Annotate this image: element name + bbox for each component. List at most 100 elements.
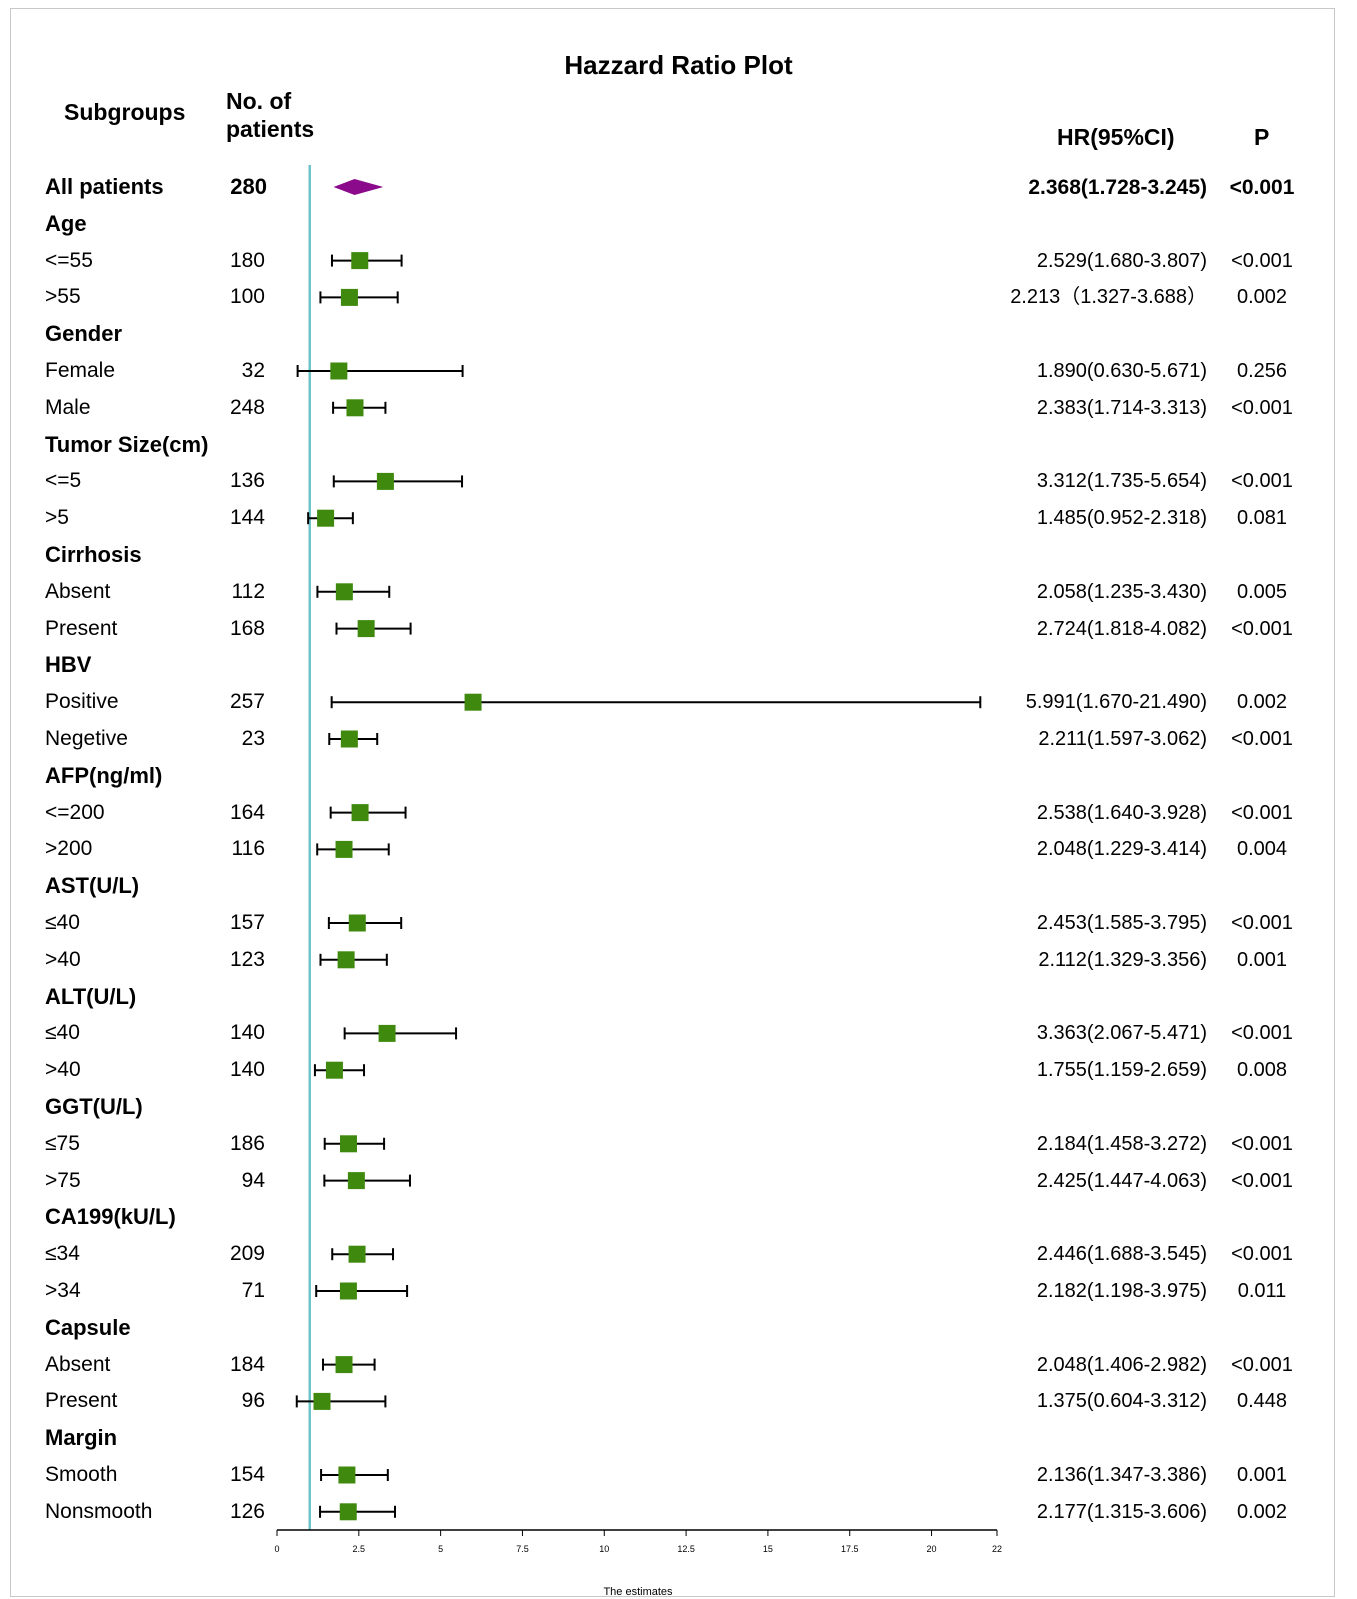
hr-ci-value: 2.383(1.714-3.313) bbox=[1036, 396, 1207, 419]
patient-count: 154 bbox=[229, 1463, 265, 1486]
patient-count: 126 bbox=[229, 1499, 265, 1523]
x-tick-label: 5 bbox=[438, 1544, 443, 1554]
subgroup-header: HBV bbox=[45, 652, 92, 678]
p-value: 0.002 bbox=[1236, 1500, 1288, 1523]
subgroup-label: ≤40 bbox=[45, 1021, 80, 1045]
p-value: 0.081 bbox=[1236, 507, 1288, 530]
hr-point-box bbox=[464, 693, 482, 711]
p-value: 0.011 bbox=[1237, 1280, 1287, 1302]
hr-ci-value: 2.446(1.688-3.545) bbox=[1036, 1243, 1207, 1266]
subgroup-label: Smooth bbox=[45, 1463, 118, 1486]
hr-ci-value: 2.453(1.585-3.795) bbox=[1036, 912, 1207, 934]
hr-ci-value: 2.048(1.406-2.982) bbox=[1036, 1353, 1207, 1376]
p-value: 0.001 bbox=[1236, 1464, 1288, 1486]
hr-point-box bbox=[340, 730, 358, 748]
p-value: <0.001 bbox=[1231, 912, 1293, 934]
patient-count: 71 bbox=[241, 1279, 265, 1302]
hr-point-box bbox=[340, 288, 358, 306]
patient-count: 184 bbox=[229, 1352, 265, 1376]
subgroup-label: Present bbox=[45, 616, 118, 640]
hr-point-box bbox=[313, 1392, 331, 1410]
subgroup-label: Male bbox=[45, 395, 91, 419]
p-value: 0.005 bbox=[1236, 580, 1288, 603]
hr-point-box bbox=[348, 1245, 366, 1263]
subgroup-header: Capsule bbox=[45, 1314, 131, 1340]
x-tick-label: 0 bbox=[274, 1544, 279, 1554]
patient-count: 280 bbox=[230, 174, 267, 199]
x-tick-label: 20 bbox=[927, 1544, 937, 1554]
hr-point-box bbox=[357, 620, 375, 638]
chart-title: Hazzard Ratio Plot bbox=[564, 50, 793, 80]
hr-ci-value: 5.991(1.670-21.490) bbox=[1025, 691, 1207, 714]
p-value: <0.001 bbox=[1231, 1353, 1293, 1376]
patient-count: 164 bbox=[229, 800, 265, 824]
hr-ci-value: 2.368(1.728-3.245) bbox=[1028, 176, 1207, 199]
hr-point-box bbox=[348, 914, 366, 932]
p-value: <0.001 bbox=[1231, 728, 1293, 750]
x-tick-label: 10 bbox=[599, 1544, 609, 1554]
patient-count: 144 bbox=[229, 506, 265, 530]
x-tick-label: 2.5 bbox=[353, 1544, 366, 1554]
p-value: 0.001 bbox=[1236, 948, 1288, 971]
p-value: <0.001 bbox=[1231, 470, 1293, 493]
subgroup-label: Positive bbox=[45, 690, 119, 714]
subgroup-header: Gender bbox=[45, 321, 123, 347]
hr-point-box bbox=[339, 1135, 357, 1153]
hr-point-box bbox=[351, 804, 369, 822]
hr-ci-value: 1.375(0.604-3.312) bbox=[1036, 1390, 1207, 1413]
x-tick-label: 12.5 bbox=[677, 1544, 695, 1554]
hr-point-box bbox=[330, 362, 348, 380]
subgroup-header: AST(U/L) bbox=[45, 873, 140, 899]
patient-count: 94 bbox=[241, 1168, 265, 1192]
hr-ci-header: HR(95%CI) bbox=[1057, 124, 1175, 150]
x-tick-label: 22 bbox=[992, 1544, 1002, 1554]
overall-label: All patients bbox=[45, 174, 164, 199]
x-tick-label: 17.5 bbox=[841, 1544, 859, 1554]
patient-count: 209 bbox=[229, 1242, 265, 1266]
hr-ci-value: 2.177(1.315-3.606) bbox=[1036, 1500, 1207, 1523]
overall-diamond bbox=[333, 179, 384, 195]
p-value: <0.001 bbox=[1231, 1022, 1293, 1045]
patient-count: 157 bbox=[229, 911, 265, 934]
hr-ci-value: 2.182(1.198-3.975) bbox=[1036, 1280, 1207, 1302]
patient-count: 140 bbox=[229, 1021, 265, 1045]
hr-point-box bbox=[335, 840, 353, 858]
patient-count: 180 bbox=[229, 248, 265, 272]
hr-point-box bbox=[317, 509, 335, 527]
subgroup-label: >40 bbox=[45, 1058, 81, 1082]
p-value: <0.001 bbox=[1231, 617, 1293, 640]
hr-point-box bbox=[338, 1466, 356, 1484]
hr-point-box bbox=[378, 1024, 396, 1042]
patient-count: 257 bbox=[229, 690, 265, 714]
hr-point-box bbox=[346, 399, 364, 417]
x-axis-title: The estimates bbox=[603, 1586, 673, 1598]
p-value: 0.008 bbox=[1236, 1059, 1288, 1082]
p-value: <0.001 bbox=[1231, 801, 1293, 824]
hr-point-box bbox=[376, 472, 394, 490]
p-value: <0.001 bbox=[1231, 1243, 1293, 1266]
patient-count: 100 bbox=[229, 285, 265, 309]
x-tick-label: 7.5 bbox=[516, 1544, 529, 1554]
hr-ci-value: 2.425(1.447-4.063) bbox=[1036, 1169, 1207, 1192]
hr-ci-value: 2.058(1.235-3.430) bbox=[1036, 580, 1207, 603]
subgroup-label: >200 bbox=[45, 837, 93, 861]
patient-count: 248 bbox=[229, 395, 265, 419]
p-value: 0.002 bbox=[1236, 691, 1288, 714]
patient-count: 186 bbox=[229, 1131, 265, 1155]
subgroup-header: Age bbox=[45, 210, 87, 236]
hr-ci-value: 1.485(0.952-2.318) bbox=[1036, 507, 1207, 530]
p-value: <0.001 bbox=[1229, 176, 1295, 199]
subgroup-label: ≤40 bbox=[45, 911, 80, 934]
p-value: 0.002 bbox=[1236, 286, 1288, 309]
subgroup-label: Present bbox=[45, 1389, 118, 1413]
hr-ci-value: 2.184(1.458-3.272) bbox=[1036, 1132, 1207, 1155]
patients-header-line1: No. of bbox=[226, 88, 292, 114]
figure-frame bbox=[10, 8, 1335, 1597]
subgroup-label: >34 bbox=[45, 1279, 81, 1302]
subgroup-label: ≤34 bbox=[45, 1242, 80, 1266]
p-value-header: P bbox=[1254, 124, 1270, 150]
subgroup-header: GGT(U/L) bbox=[45, 1094, 143, 1119]
hr-point-box bbox=[339, 1503, 357, 1521]
patient-count: 136 bbox=[229, 469, 265, 493]
